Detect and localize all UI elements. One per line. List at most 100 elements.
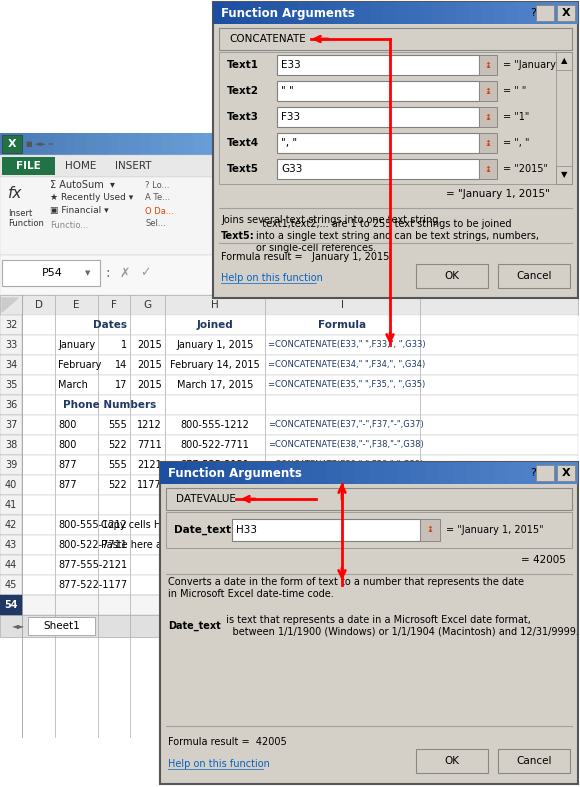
Bar: [0, 575, 22, 595]
Bar: [277, 159, 479, 179]
Text: Cancel: Cancel: [516, 756, 552, 766]
Bar: [0, 395, 22, 415]
Text: X: X: [8, 139, 16, 149]
Bar: [0, 455, 22, 475]
Bar: [129, 133, 140, 155]
Bar: [0, 495, 578, 515]
Bar: [310, 2, 323, 24]
Text: Σ AutoSum  ▾: Σ AutoSum ▾: [50, 180, 115, 190]
Text: = "January 1, 2015": = "January 1, 2015": [446, 525, 543, 535]
Bar: [166, 488, 572, 510]
Bar: [0, 555, 578, 575]
Text: =DATEVALUE(H34): =DATEVALUE(H34): [268, 560, 352, 570]
Bar: [505, 2, 518, 24]
Bar: [556, 52, 572, 70]
Bar: [237, 2, 250, 24]
Text: O Da...: O Da...: [145, 206, 174, 216]
Bar: [43, 133, 55, 155]
Text: 2015: 2015: [137, 360, 162, 370]
Bar: [0, 615, 578, 637]
Bar: [0, 155, 215, 177]
Text: ?: ?: [530, 8, 536, 18]
Text: A Te...: A Te...: [145, 194, 170, 202]
Bar: [230, 462, 244, 484]
Bar: [327, 462, 342, 484]
Bar: [0, 595, 22, 615]
Text: Text5: Text5: [227, 164, 259, 174]
Text: = ", ": = ", ": [503, 138, 530, 148]
Bar: [174, 462, 188, 484]
Text: =DATEVALUE(H35): =DATEVALUE(H35): [268, 581, 352, 589]
Bar: [550, 462, 564, 484]
Bar: [411, 462, 425, 484]
Bar: [172, 133, 183, 155]
Text: =CONCATENATE(E34," ",F34,", ",G34): =CONCATENATE(E34," ",F34,", ",G34): [268, 360, 425, 370]
Bar: [161, 133, 172, 155]
Bar: [0, 575, 578, 595]
Text: fx: fx: [8, 186, 23, 201]
Bar: [202, 462, 216, 484]
Bar: [21, 133, 32, 155]
Bar: [0, 535, 22, 555]
Text: I: I: [341, 300, 344, 310]
Text: 14: 14: [115, 360, 127, 370]
Text: = "2015": = "2015": [503, 164, 548, 174]
Bar: [118, 133, 129, 155]
Text: Function Arguments: Function Arguments: [221, 6, 355, 20]
Bar: [0, 295, 578, 737]
Text: 800: 800: [58, 420, 77, 430]
Bar: [522, 462, 536, 484]
Text: 42005: 42005: [200, 540, 230, 550]
Bar: [160, 462, 175, 484]
Text: January 1, 2015: January 1, 2015: [176, 340, 253, 350]
Text: = "1": = "1": [503, 112, 530, 122]
Text: 800-555-1212: 800-555-1212: [180, 420, 249, 430]
Bar: [557, 5, 575, 21]
Text: 877: 877: [58, 460, 77, 470]
Text: =CONCATENATE(E40,"-",F40,"-",G40): =CONCATENATE(E40,"-",F40,"-",G40): [268, 481, 423, 490]
Bar: [160, 462, 578, 784]
Text: ? Lo...: ? Lo...: [145, 180, 169, 190]
Text: =CONCATENATE(E35," ",F35,", ",G35): =CONCATENATE(E35," ",F35,", ",G35): [268, 380, 425, 390]
Text: 877-555-2121: 877-555-2121: [58, 560, 127, 570]
Bar: [517, 2, 530, 24]
Bar: [2, 135, 22, 153]
Bar: [262, 2, 274, 24]
Bar: [416, 264, 488, 288]
Text: = 42005: = 42005: [521, 555, 566, 565]
Bar: [0, 495, 22, 515]
Bar: [556, 166, 572, 184]
Text: ", ": ", ": [281, 138, 297, 148]
Bar: [2, 260, 100, 286]
Bar: [322, 2, 335, 24]
Text: 17: 17: [115, 380, 127, 390]
Bar: [258, 462, 272, 484]
Bar: [299, 462, 314, 484]
Text: 2015: 2015: [137, 380, 162, 390]
Bar: [0, 435, 578, 455]
Text: March: March: [58, 380, 88, 390]
Bar: [371, 2, 384, 24]
Bar: [536, 465, 554, 481]
Bar: [508, 462, 523, 484]
Text: 1177: 1177: [137, 480, 162, 490]
Bar: [277, 133, 479, 153]
Bar: [479, 159, 497, 179]
Text: 1212: 1212: [137, 420, 162, 430]
Text: ↨: ↨: [484, 164, 491, 173]
Bar: [498, 264, 570, 288]
Bar: [469, 2, 481, 24]
Bar: [432, 2, 445, 24]
Bar: [452, 462, 467, 484]
Text: F: F: [111, 300, 117, 310]
Bar: [298, 2, 311, 24]
Text: 800-555-1212: 800-555-1212: [58, 520, 127, 530]
Bar: [0, 375, 22, 395]
Bar: [0, 415, 22, 435]
Bar: [335, 2, 347, 24]
Bar: [225, 2, 238, 24]
Bar: [0, 355, 578, 375]
Text: 36: 36: [5, 400, 17, 410]
Bar: [479, 81, 497, 101]
Bar: [397, 462, 411, 484]
